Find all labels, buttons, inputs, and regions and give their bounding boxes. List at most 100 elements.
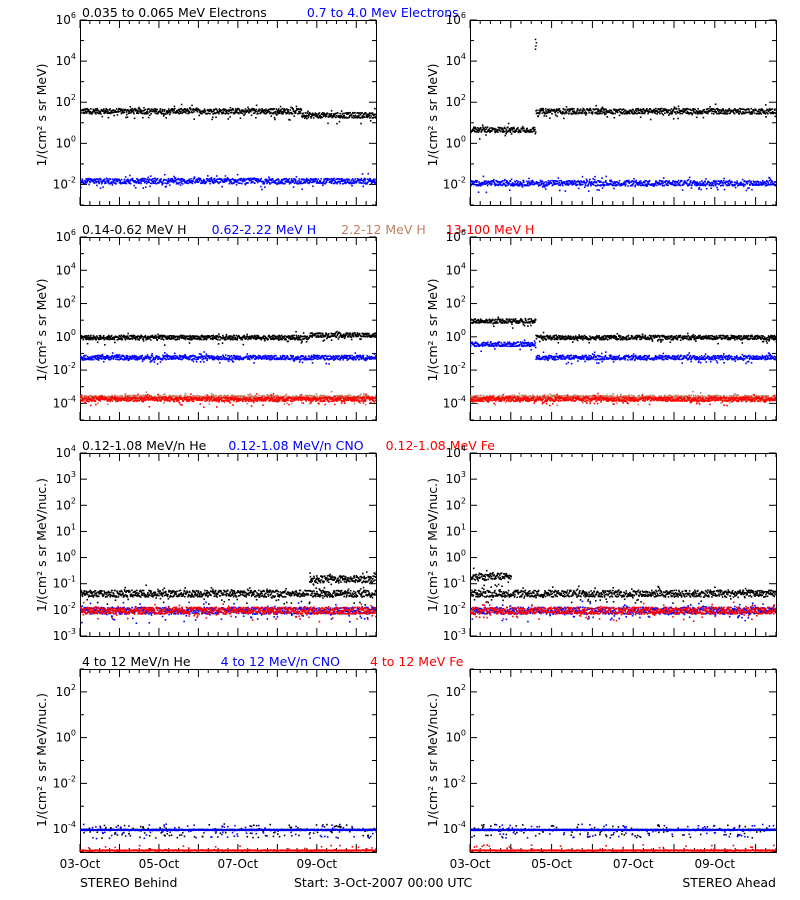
- data-point: [373, 114, 376, 116]
- data-point: [297, 338, 299, 341]
- data-point: [256, 181, 259, 184]
- data-point: [123, 180, 126, 183]
- data-point: [356, 112, 358, 114]
- data-point: [158, 337, 161, 339]
- data-point: [265, 178, 268, 181]
- data-point: [347, 181, 349, 183]
- data-point: [185, 355, 188, 358]
- data-point: [203, 351, 206, 353]
- data-point: [775, 181, 776, 183]
- data-point: [129, 106, 132, 108]
- data-point: [702, 182, 705, 185]
- data-point: [178, 112, 181, 115]
- data-point: [630, 110, 633, 112]
- data-point: [340, 180, 343, 182]
- data-point: [676, 181, 679, 183]
- data-point: [269, 358, 271, 361]
- data-point: [240, 336, 243, 339]
- data-point: [569, 180, 571, 182]
- data-point: [346, 333, 348, 336]
- data-point: [222, 108, 224, 111]
- data-point: [121, 109, 124, 111]
- data-point: [141, 360, 144, 363]
- data-point: [153, 110, 156, 112]
- data-point: [473, 127, 476, 130]
- data-point: [221, 185, 223, 188]
- ylabel-low-ions-ahead: 1/(cm² s sr MeV/nuc.): [425, 478, 440, 612]
- data-point: [327, 122, 329, 125]
- data-point: [308, 182, 310, 185]
- ylabel-protons-behind: 1/(cm² s sr MeV): [34, 278, 49, 381]
- data-point: [175, 179, 177, 182]
- data-point: [757, 110, 760, 113]
- data-point: [102, 360, 105, 363]
- data-point: [326, 337, 328, 340]
- data-point: [86, 355, 89, 358]
- data-point: [225, 111, 228, 114]
- data-point: [179, 356, 181, 359]
- data-point: [270, 354, 273, 357]
- data-point: [744, 183, 747, 186]
- data-point: [336, 111, 339, 114]
- data-point: [677, 117, 679, 120]
- data-point: [567, 182, 569, 184]
- data-point: [491, 183, 493, 185]
- data-point: [717, 188, 719, 191]
- data-point: [710, 109, 712, 112]
- data-point: [300, 109, 303, 111]
- data-point: [188, 338, 190, 341]
- data-point: [134, 107, 136, 110]
- data-point: [696, 110, 698, 112]
- data-point: [132, 355, 134, 357]
- data-point: [85, 108, 87, 111]
- data-point: [163, 178, 166, 181]
- data-point: [172, 334, 174, 337]
- data-point: [187, 335, 190, 338]
- data-point: [529, 184, 531, 186]
- data-point: [106, 178, 109, 180]
- data-point: [354, 178, 357, 180]
- data-point: [269, 356, 272, 358]
- data-point: [344, 179, 347, 182]
- data-point: [94, 112, 96, 114]
- data-point: [252, 356, 255, 359]
- data-point: [635, 179, 638, 182]
- data-point: [508, 189, 511, 191]
- data-point: [280, 108, 282, 111]
- data-point: [171, 336, 173, 338]
- data-point: [544, 184, 546, 186]
- data-point: [512, 185, 514, 187]
- data-point: [242, 180, 244, 183]
- data-point: [238, 335, 241, 338]
- data-point: [348, 181, 350, 184]
- data-point: [179, 335, 181, 338]
- data-point: [540, 109, 542, 112]
- data-point: [280, 111, 283, 114]
- data-point: [603, 184, 606, 186]
- data-point: [547, 180, 550, 182]
- data-point: [554, 114, 557, 116]
- data-point: [771, 181, 774, 183]
- data-point: [733, 183, 735, 186]
- data-point: [153, 361, 156, 363]
- data-point: [153, 177, 155, 180]
- data-point: [589, 183, 592, 186]
- data-point: [514, 130, 517, 133]
- data-point: [265, 108, 267, 111]
- data-point: [612, 184, 615, 187]
- data-point: [102, 186, 104, 188]
- data-point: [576, 184, 579, 186]
- data-point: [215, 338, 218, 340]
- data-point: [196, 357, 199, 360]
- data-point: [574, 180, 576, 183]
- data-point: [219, 339, 221, 341]
- data-point: [163, 352, 166, 354]
- data-point: [257, 337, 259, 340]
- data-point: [154, 358, 156, 361]
- data-point: [637, 107, 639, 110]
- data-point: [593, 178, 596, 181]
- data-point: [662, 180, 664, 182]
- data-point: [684, 111, 686, 113]
- data-point: [659, 182, 661, 185]
- data-point: [534, 48, 537, 50]
